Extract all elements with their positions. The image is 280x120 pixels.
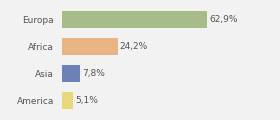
Text: 5,1%: 5,1% <box>76 96 99 105</box>
Bar <box>62 38 118 55</box>
Text: 7,8%: 7,8% <box>82 69 105 78</box>
Bar <box>62 92 73 109</box>
Bar <box>62 65 80 82</box>
Text: 24,2%: 24,2% <box>120 42 148 51</box>
Text: 62,9%: 62,9% <box>209 15 238 24</box>
Bar <box>62 11 207 28</box>
